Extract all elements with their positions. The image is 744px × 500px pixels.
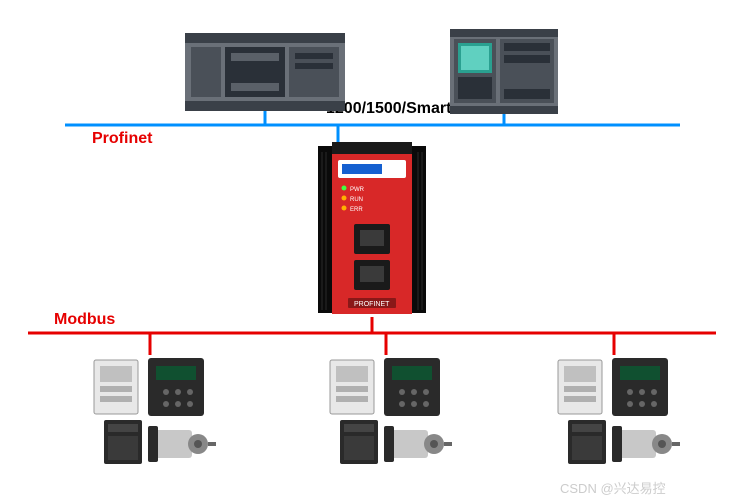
slave-group-3 xyxy=(554,358,684,468)
svg-text:PWR: PWR xyxy=(350,187,365,193)
svg-text:PROFINET: PROFINET xyxy=(354,301,390,308)
slave-group-2 xyxy=(326,358,456,468)
modbus-label: Modbus xyxy=(54,311,115,329)
svg-text:ERR: ERR xyxy=(350,207,363,213)
plc-s7-1500 xyxy=(450,29,558,114)
slave-group-1 xyxy=(90,358,220,468)
watermark-text: CSDN @兴达易控 xyxy=(560,478,666,497)
svg-text:RUN: RUN xyxy=(350,197,363,203)
profinet-label: Profinet xyxy=(92,130,152,148)
plc-s7-1200 xyxy=(185,33,345,111)
gateway-device: PWR RUN ERR PROFINET xyxy=(318,142,426,317)
